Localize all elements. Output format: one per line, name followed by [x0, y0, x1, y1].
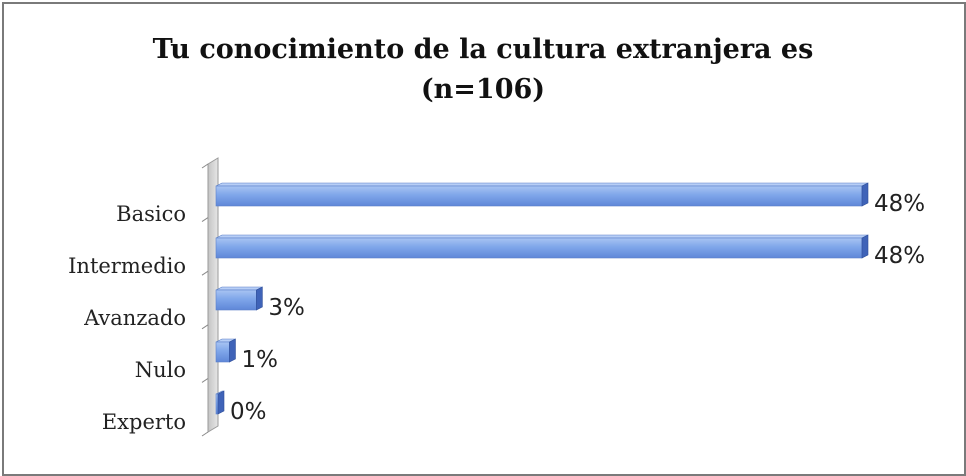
axis-tick: [201, 377, 209, 383]
chart-title: Tu conocimiento de la cultura extranjera…: [0, 30, 966, 110]
bar-end-cap: [217, 390, 225, 415]
category-labels: Basico Intermedio Avanzado Nulo Experto: [68, 202, 186, 434]
bar-front-face: [215, 185, 863, 207]
bar-end-cap: [861, 234, 869, 259]
value-label-nulo: 1%: [241, 347, 277, 373]
value-label-intermedio: 48%: [874, 243, 925, 269]
value-label-experto: 0%: [230, 399, 267, 425]
axis-tick: [201, 163, 209, 169]
value-labels: 48% 48% 3% 1% 0%: [230, 191, 925, 425]
category-label-nulo: Nulo: [135, 358, 186, 382]
axis-tick: [201, 431, 209, 437]
value-label-basico: 48%: [874, 191, 925, 217]
bar-intermedio: [215, 234, 869, 259]
chart-title-line2: (n=106): [420, 74, 546, 105]
category-label-avanzado: Avanzado: [83, 306, 186, 330]
bar-top-face: [215, 286, 263, 291]
bar-front-face: [215, 237, 863, 259]
bar-top-face: [215, 234, 869, 239]
value-label-avanzado: 3%: [268, 295, 305, 321]
bar-end-cap: [256, 286, 263, 311]
bar-end-cap: [229, 338, 236, 363]
chart-title-line1: Tu conocimiento de la cultura extranjera…: [152, 34, 814, 65]
bar-basico: [215, 182, 869, 207]
bar-top-face: [215, 182, 869, 187]
bars-group: [215, 182, 869, 415]
bar-end-cap: [861, 182, 869, 207]
bar-front-face: [215, 289, 257, 311]
axis-tick: [201, 324, 209, 330]
axis-tick: [201, 270, 209, 276]
category-label-experto: Experto: [102, 410, 186, 434]
axis-tick: [201, 217, 209, 223]
bar-avanzado: [215, 286, 263, 311]
category-label-basico: Basico: [116, 202, 186, 226]
category-label-intermedio: Intermedio: [68, 254, 186, 278]
bar-front-face: [215, 341, 230, 363]
axis-wall: [201, 157, 219, 437]
axis-wall-face: [207, 157, 219, 433]
bar-experto: [215, 390, 225, 415]
bar-nulo: [215, 338, 236, 363]
